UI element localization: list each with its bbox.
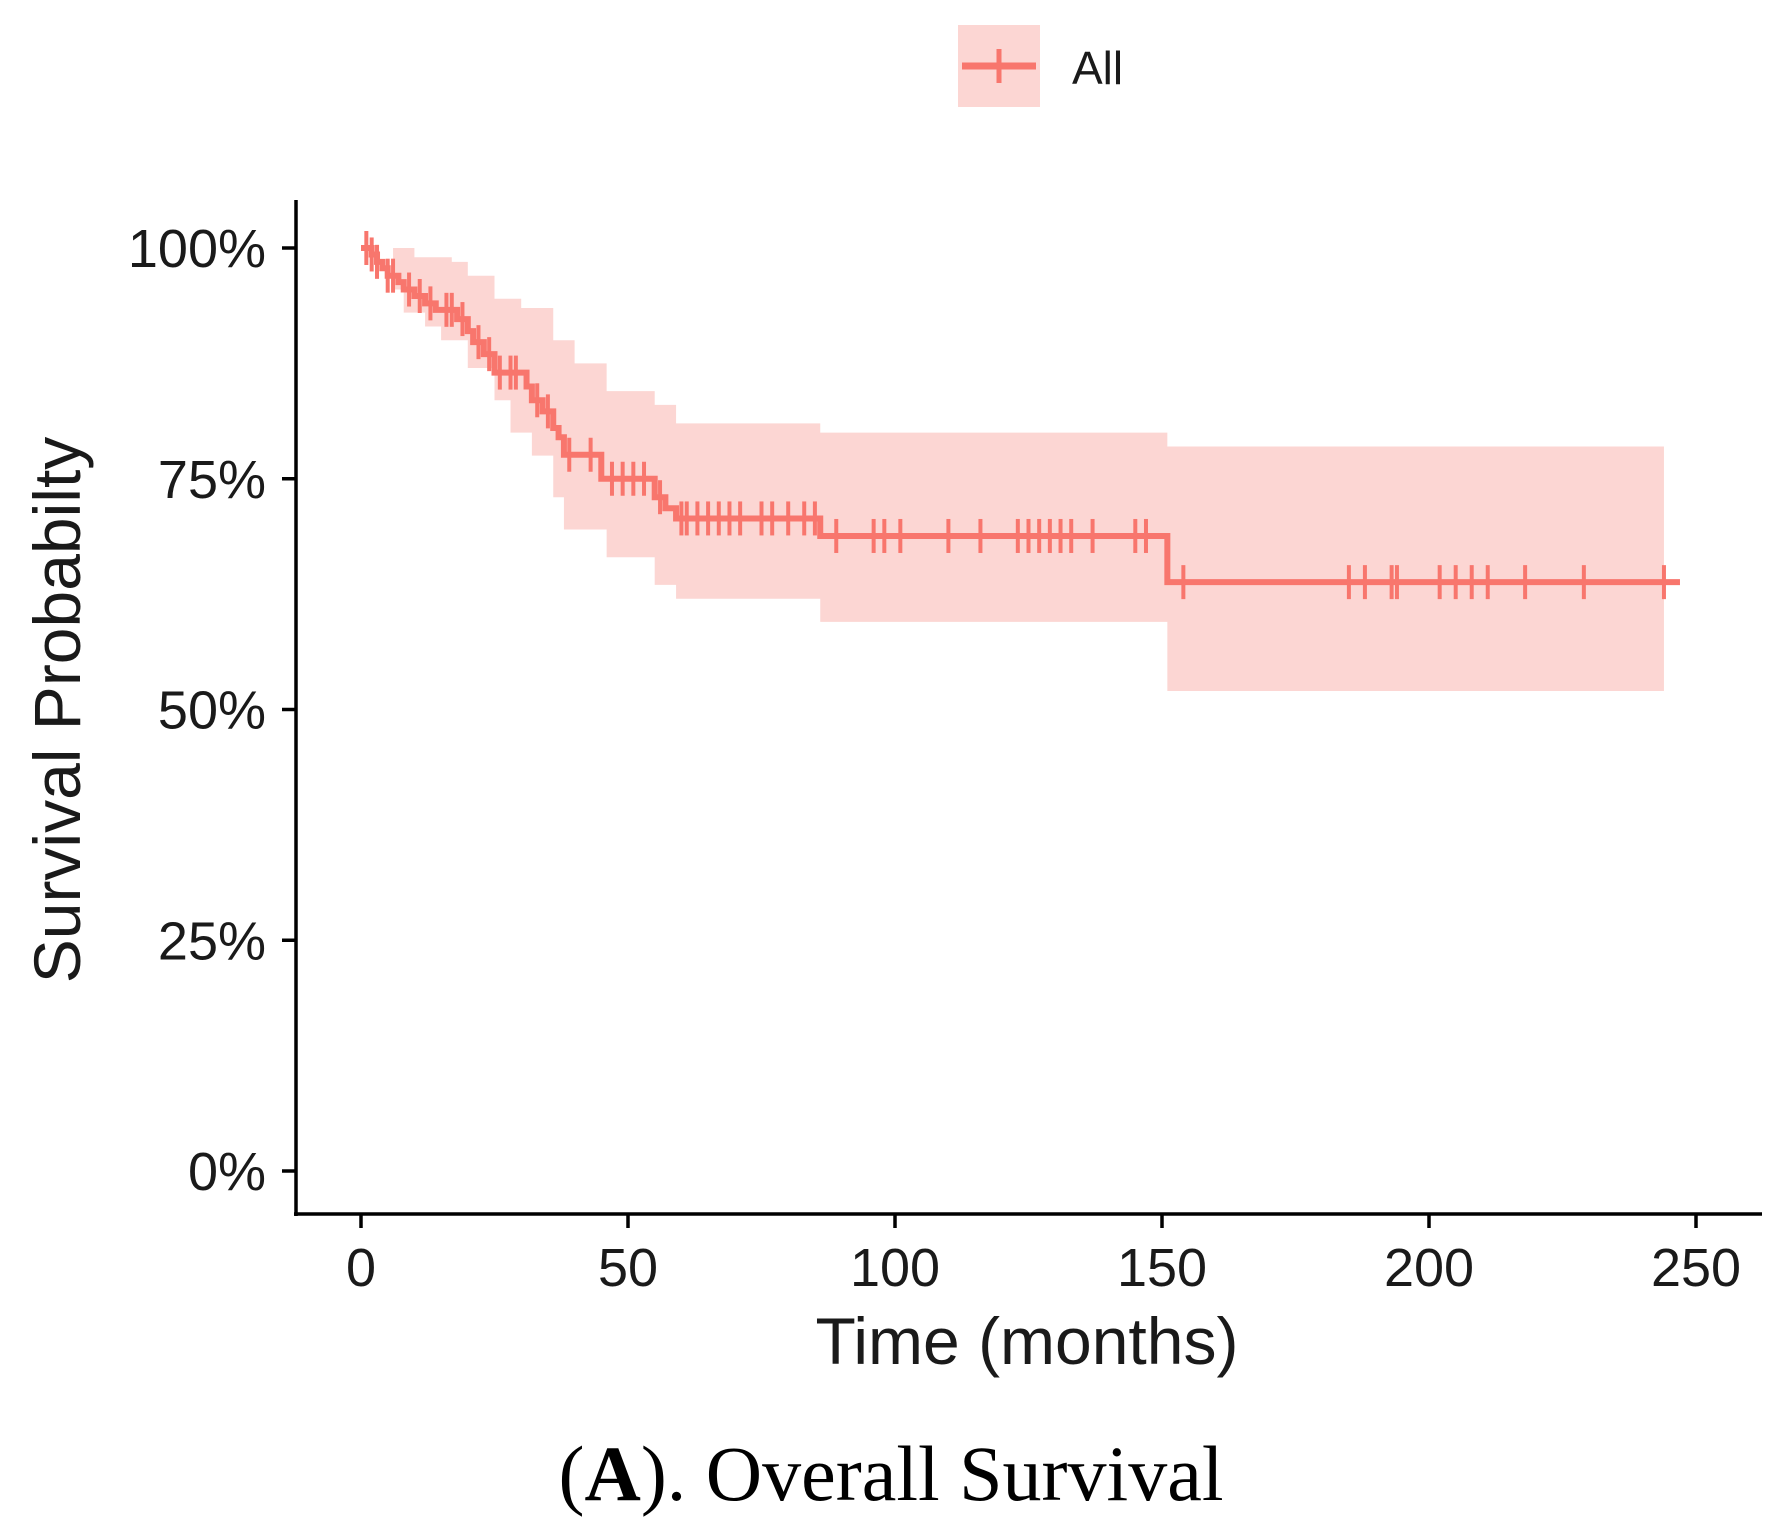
y-tick-label: 25%	[158, 911, 266, 971]
x-axis-title: Time (months)	[816, 1304, 1239, 1378]
censor-marks	[364, 231, 1666, 600]
x-tick-label: 150	[1117, 1238, 1207, 1298]
y-tick-label: 50%	[158, 681, 266, 741]
legend-label-all: All	[1072, 42, 1123, 94]
axes: 0% 25% 50% 75% 100% 0 50 100 150 200 250	[128, 200, 1762, 1298]
x-tick-label: 100	[850, 1238, 940, 1298]
x-ticks: 0 50 100 150 200 250	[346, 1214, 1741, 1298]
x-tick-label: 0	[346, 1238, 376, 1298]
y-tick-label: 100%	[128, 219, 266, 279]
x-tick-label: 200	[1384, 1238, 1474, 1298]
caption-open-paren: (	[558, 1430, 584, 1517]
x-tick-label: 50	[598, 1238, 658, 1298]
figure-caption: (A). Overall Survival	[558, 1430, 1223, 1517]
y-tick-label: 0%	[188, 1142, 266, 1202]
y-axis-title: Survival Probabilty	[20, 437, 94, 984]
plot-area	[361, 231, 1680, 692]
caption-text: ). Overall Survival	[641, 1430, 1224, 1517]
y-ticks: 0% 25% 50% 75% 100%	[128, 219, 296, 1202]
legend: All	[958, 25, 1123, 107]
x-tick-label: 250	[1651, 1238, 1741, 1298]
y-tick-label: 75%	[158, 450, 266, 510]
confidence-band	[361, 248, 1664, 692]
caption-label: A	[584, 1430, 640, 1517]
